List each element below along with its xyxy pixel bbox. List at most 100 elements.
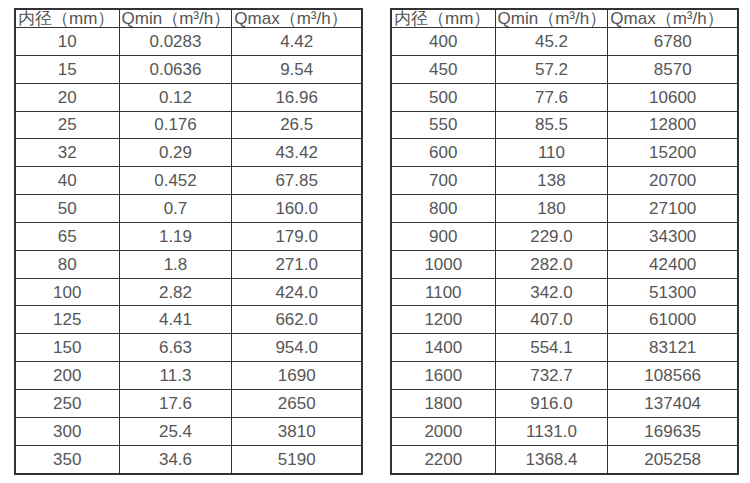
table-cell: 40	[15, 167, 119, 195]
table-cell: 1368.4	[495, 445, 608, 474]
table-cell: 32	[15, 139, 119, 167]
table-cell: 6780	[608, 28, 738, 56]
table-cell: 67.85	[232, 167, 362, 195]
table-row: 20011.31690	[15, 362, 362, 390]
table-cell: 400	[391, 28, 495, 56]
table-cell: 550	[391, 111, 495, 139]
table-row: 100.02834.42	[15, 28, 362, 56]
table-cell: 800	[391, 195, 495, 223]
table-row: 250.17626.5	[15, 111, 362, 139]
table-cell: 42400	[608, 250, 738, 278]
header-row: 内径（mm） Qmin（m³/h） Qmax（m³/h）	[15, 9, 362, 28]
table-cell: 61000	[608, 306, 738, 334]
table-cell: 1.8	[119, 250, 232, 278]
column-header-diameter: 内径（mm）	[15, 9, 119, 28]
table-cell: 0.29	[119, 139, 232, 167]
table-cell: 110	[495, 139, 608, 167]
table-cell: 900	[391, 222, 495, 250]
table-row: 50077.610600	[391, 83, 738, 111]
table-row: 1600732.7108566	[391, 362, 738, 390]
table-cell: 662.0	[232, 306, 362, 334]
table-cell: 137404	[608, 389, 738, 417]
table-row: 1100342.051300	[391, 278, 738, 306]
flow-table-large-diameters: 内径（mm） Qmin（m³/h） Qmax（m³/h） 40045.26780…	[390, 8, 739, 475]
table-cell: 43.42	[232, 139, 362, 167]
table-cell: 5190	[232, 445, 362, 474]
table-cell: 8570	[608, 55, 738, 83]
table-cell: 80	[15, 250, 119, 278]
table-row: 80018027100	[391, 195, 738, 223]
table-cell: 600	[391, 139, 495, 167]
table-cell: 2000	[391, 417, 495, 445]
table-cell: 108566	[608, 362, 738, 390]
table-row: 30025.43810	[15, 417, 362, 445]
table-cell: 407.0	[495, 306, 608, 334]
table-cell: 160.0	[232, 195, 362, 223]
column-header-diameter: 内径（mm）	[391, 9, 495, 28]
table-cell: 0.176	[119, 111, 232, 139]
table-cell: 554.1	[495, 334, 608, 362]
table-cell: 450	[391, 55, 495, 83]
table-cell: 0.7	[119, 195, 232, 223]
table-cell: 51300	[608, 278, 738, 306]
table-cell: 10	[15, 28, 119, 56]
table-cell: 12800	[608, 111, 738, 139]
table-row: 60011015200	[391, 139, 738, 167]
table-cell: 954.0	[232, 334, 362, 362]
table-cell: 1400	[391, 334, 495, 362]
flow-range-tables-page: 内径（mm） Qmin（m³/h） Qmax（m³/h） 100.02834.4…	[0, 0, 750, 483]
table-row: 1254.41662.0	[15, 306, 362, 334]
table-cell: 700	[391, 167, 495, 195]
table-cell: 500	[391, 83, 495, 111]
table-cell: 15200	[608, 139, 738, 167]
table-body: 40045.2678045057.2857050077.61060055085.…	[391, 28, 738, 475]
table-cell: 25	[15, 111, 119, 139]
table-cell: 179.0	[232, 222, 362, 250]
table-cell: 16.96	[232, 83, 362, 111]
table-cell: 282.0	[495, 250, 608, 278]
table-cell: 65	[15, 222, 119, 250]
table-cell: 17.6	[119, 389, 232, 417]
table-cell: 300	[15, 417, 119, 445]
table-row: 1200407.061000	[391, 306, 738, 334]
table-row: 22001368.4205258	[391, 445, 738, 474]
table-row: 500.7160.0	[15, 195, 362, 223]
table-cell: 27100	[608, 195, 738, 223]
table-cell: 424.0	[232, 278, 362, 306]
table-row: 900229.034300	[391, 222, 738, 250]
table-cell: 57.2	[495, 55, 608, 83]
table-cell: 34.6	[119, 445, 232, 474]
table-cell: 85.5	[495, 111, 608, 139]
table-cell: 77.6	[495, 83, 608, 111]
table-cell: 20	[15, 83, 119, 111]
table-cell: 100	[15, 278, 119, 306]
table-cell: 25.4	[119, 417, 232, 445]
table-cell: 45.2	[495, 28, 608, 56]
table-cell: 0.452	[119, 167, 232, 195]
table-cell: 229.0	[495, 222, 608, 250]
column-header-qmin: Qmin（m³/h）	[119, 9, 232, 28]
table-cell: 169635	[608, 417, 738, 445]
table-cell: 180	[495, 195, 608, 223]
table-cell: 271.0	[232, 250, 362, 278]
table-cell: 0.0283	[119, 28, 232, 56]
table-row: 70013820700	[391, 167, 738, 195]
table-cell: 11.3	[119, 362, 232, 390]
table-cell: 20700	[608, 167, 738, 195]
table-cell: 3810	[232, 417, 362, 445]
table-cell: 200	[15, 362, 119, 390]
column-header-qmax: Qmax（m³/h）	[608, 9, 738, 28]
table-cell: 15	[15, 55, 119, 83]
table-cell: 4.42	[232, 28, 362, 56]
table-cell: 26.5	[232, 111, 362, 139]
table-cell: 1000	[391, 250, 495, 278]
table-row: 200.1216.96	[15, 83, 362, 111]
table-cell: 342.0	[495, 278, 608, 306]
table-row: 40045.26780	[391, 28, 738, 56]
table-cell: 1100	[391, 278, 495, 306]
table-cell: 1600	[391, 362, 495, 390]
table-cell: 34300	[608, 222, 738, 250]
table-row: 35034.65190	[15, 445, 362, 474]
table-cell: 1.19	[119, 222, 232, 250]
table-row: 150.06369.54	[15, 55, 362, 83]
